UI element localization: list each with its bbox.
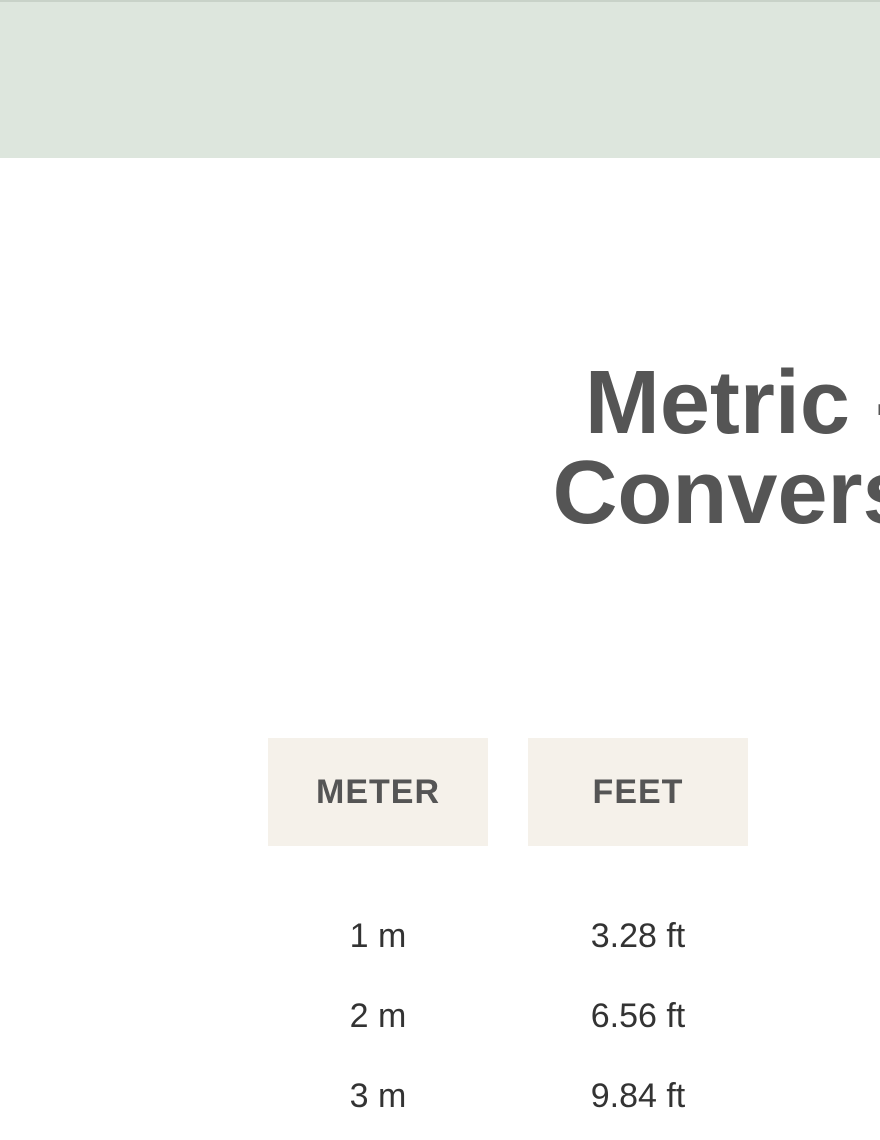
title-line-1: Metric - Imperial — [460, 358, 880, 448]
conversion-table: METER FEET 1 m 3.28 ft 2 m 6.56 ft 3 m 9… — [0, 538, 880, 1136]
cell-meter: 1 m — [268, 896, 488, 976]
table-header-row: METER FEET — [268, 738, 748, 846]
table-row: 1 m 3.28 ft — [268, 896, 748, 976]
cell-feet: 6.56 ft — [528, 976, 748, 1056]
cell-meter: 2 m — [268, 976, 488, 1056]
table-row: 3 m 9.84 ft — [268, 1056, 748, 1136]
col-header-meter: METER — [268, 738, 488, 846]
table-row: 2 m 6.56 ft — [268, 976, 748, 1056]
cell-feet: 3.28 ft — [528, 896, 748, 976]
top-banner — [0, 0, 880, 158]
cell-feet: 9.84 ft — [528, 1056, 748, 1136]
title-line-2: Conversion Chart — [460, 448, 880, 538]
page-title: Metric - Imperial Conversion Chart — [0, 158, 880, 538]
col-header-feet: FEET — [528, 738, 748, 846]
cell-meter: 3 m — [268, 1056, 488, 1136]
